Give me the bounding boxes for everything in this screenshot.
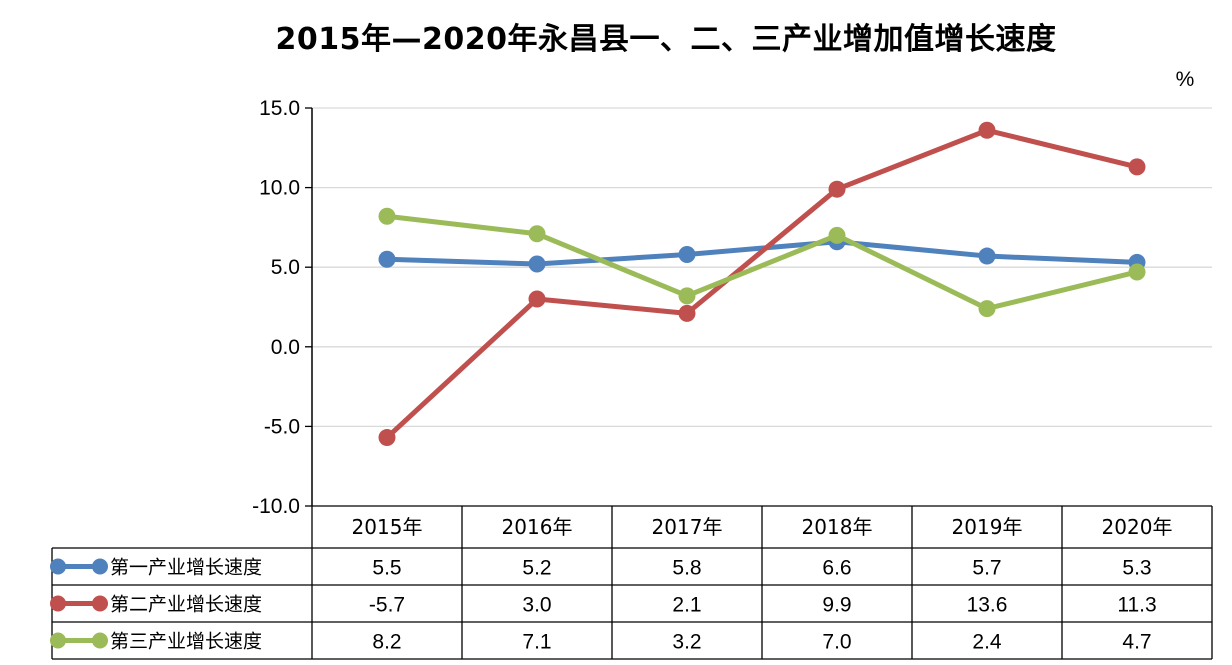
y-tick-label: 0.0 xyxy=(271,336,300,359)
data-point xyxy=(978,300,996,318)
x-tick-label: 2017年 xyxy=(652,515,723,539)
data-label: 6.6 xyxy=(822,557,851,580)
data-point xyxy=(378,250,396,268)
legend-swatch-marker xyxy=(92,595,108,612)
series xyxy=(378,121,1146,447)
series xyxy=(378,207,1146,318)
data-point xyxy=(978,247,996,265)
data-label: 5.3 xyxy=(1122,557,1151,580)
legend-swatch-marker xyxy=(92,558,108,575)
data-label: 7.1 xyxy=(522,631,551,654)
data-point xyxy=(828,226,846,244)
legend-label: 第三产业增长速度 xyxy=(110,631,262,653)
series-layer xyxy=(378,121,1146,447)
series-line xyxy=(384,213,1140,312)
data-point xyxy=(1128,263,1146,281)
legend-label: 第一产业增长速度 xyxy=(110,557,262,579)
y-tick-label: -5.0 xyxy=(264,415,300,438)
data-label: 9.9 xyxy=(822,594,851,617)
unit-label: % xyxy=(1176,68,1195,91)
legend-label: 第二产业增长速度 xyxy=(110,594,262,616)
data-point xyxy=(978,121,996,139)
data-label: 3.0 xyxy=(522,594,551,617)
x-tick-label: 2020年 xyxy=(1102,515,1173,539)
data-label: 2.1 xyxy=(672,594,701,617)
data-point xyxy=(378,207,396,225)
data-point xyxy=(678,245,696,263)
data-label: 13.6 xyxy=(967,594,1008,617)
data-label: 4.7 xyxy=(1122,631,1151,654)
data-label: 7.0 xyxy=(822,631,851,654)
data-point xyxy=(528,290,546,308)
y-tick-label: 5.0 xyxy=(271,256,300,279)
legend-swatch-marker xyxy=(50,558,66,575)
data-point xyxy=(828,180,846,198)
data-point xyxy=(678,304,696,322)
data-label: 5.5 xyxy=(372,557,401,580)
legend-swatch-marker xyxy=(50,595,66,612)
x-tick-label: 2016年 xyxy=(502,515,573,539)
data-point xyxy=(1128,158,1146,176)
data-label: 2.4 xyxy=(972,631,1002,654)
data-label: 3.2 xyxy=(672,631,701,654)
series-line xyxy=(384,127,1140,441)
data-label: 5.7 xyxy=(972,557,1001,580)
data-label: 5.2 xyxy=(522,557,551,580)
data-label: 8.2 xyxy=(372,631,401,654)
data-point xyxy=(378,429,396,447)
x-tick-label: 2019年 xyxy=(952,515,1023,539)
y-tick-label: 10.0 xyxy=(259,177,300,200)
data-point xyxy=(528,255,546,273)
y-axis-ticks: 15.0 10.0 5.0 0.0 -5.0 -10.0 xyxy=(252,97,312,518)
data-point xyxy=(528,225,546,243)
data-label: -5.7 xyxy=(369,594,405,617)
data-label: 11.3 xyxy=(1117,594,1156,617)
y-tick-label: -10.0 xyxy=(252,495,300,518)
legend-swatch-marker xyxy=(50,632,66,649)
x-tick-label: 2018年 xyxy=(802,515,873,539)
chart-title: 2015年—2020年永昌县一、二、三产业增加值增长速度 xyxy=(275,22,1057,57)
legend-swatch-marker xyxy=(92,632,108,649)
data-point xyxy=(678,287,696,305)
x-tick-label: 2015年 xyxy=(352,515,423,539)
data-label: 5.8 xyxy=(672,557,701,580)
y-tick-label: 15.0 xyxy=(259,97,300,120)
